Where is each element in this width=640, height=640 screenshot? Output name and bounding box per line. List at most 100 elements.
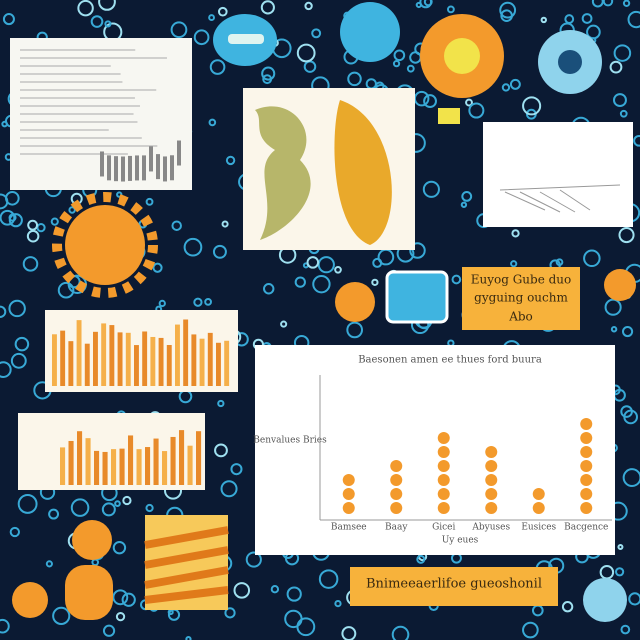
pattern-dot	[618, 226, 635, 244]
pattern-dot	[465, 98, 473, 107]
pattern-dot	[461, 190, 473, 202]
mini-bar	[149, 146, 153, 172]
image-bar	[142, 331, 148, 386]
gear-teeth	[52, 192, 158, 298]
pattern-dot	[220, 480, 238, 498]
pattern-dot	[221, 220, 229, 228]
dot	[580, 474, 593, 486]
dot	[342, 488, 355, 500]
pattern-dot	[540, 16, 548, 24]
dot	[485, 446, 498, 458]
pattern-dot	[317, 256, 335, 274]
dot	[580, 432, 593, 444]
pattern-dot	[564, 14, 575, 24]
pattern-dot	[8, 299, 26, 318]
gear	[65, 205, 145, 285]
pattern-dot	[214, 443, 228, 458]
orange-dot	[335, 282, 375, 322]
dot	[532, 502, 545, 514]
mini-bar	[177, 140, 181, 166]
dot	[437, 488, 450, 500]
pattern-dot	[50, 217, 59, 226]
pattern-dot	[209, 59, 226, 75]
image-bar	[111, 449, 117, 485]
x-tick-label: Abyuses	[471, 523, 510, 533]
dot	[580, 446, 593, 458]
dot	[580, 418, 593, 430]
mini-bar	[121, 156, 125, 182]
stripes	[144, 526, 229, 604]
pattern-dot	[122, 495, 132, 506]
dot	[580, 460, 593, 472]
pattern-dot	[0, 209, 16, 226]
pattern-dot	[152, 262, 163, 273]
image-bar	[175, 324, 180, 386]
banner-text: Bnimeeaerlifoe gueoshonil	[366, 577, 542, 592]
x-tick-label: Gicei	[432, 523, 455, 533]
dot	[485, 488, 498, 500]
pattern-dot	[604, 298, 622, 316]
pattern-dot	[27, 219, 39, 231]
pattern-dot	[102, 624, 116, 637]
pattern-dot	[158, 299, 166, 308]
dot	[390, 460, 403, 472]
x-tick-label: Eusices	[521, 523, 556, 533]
pattern-dot	[112, 589, 129, 606]
pattern-dot	[45, 560, 53, 568]
pattern-dot	[230, 463, 243, 476]
image-bar	[84, 343, 90, 386]
dot	[485, 474, 498, 486]
image-bar	[101, 323, 107, 386]
pattern-dot	[312, 274, 331, 294]
image-bar	[150, 336, 156, 386]
image-bar	[162, 451, 168, 485]
pattern-dot	[318, 569, 339, 589]
mini-bar	[114, 156, 118, 182]
blob	[340, 2, 400, 62]
pattern-dot	[622, 0, 631, 7]
pattern-dot	[262, 74, 273, 85]
dot	[390, 502, 403, 514]
image-bar	[93, 331, 98, 386]
pattern-dot	[610, 325, 618, 333]
mini-bar	[100, 151, 104, 177]
device-icon	[385, 270, 449, 324]
pattern-dot	[10, 352, 27, 369]
label-line: gyguing ouchm	[474, 291, 568, 305]
pattern-dot	[57, 281, 75, 299]
pattern-dot	[619, 109, 628, 118]
pattern-dot	[306, 256, 320, 269]
pattern-dot	[591, 0, 604, 8]
pattern-dot	[334, 265, 342, 274]
image-bar	[77, 431, 83, 485]
pattern-dot	[48, 508, 60, 520]
pattern-dot	[451, 274, 462, 285]
pattern-dot	[341, 626, 357, 640]
plant-drawing	[334, 100, 392, 245]
pattern-dot	[224, 607, 236, 619]
orange-dot	[72, 520, 112, 560]
image-bar	[179, 430, 185, 485]
pattern-dot	[70, 498, 90, 517]
pattern-dot	[615, 567, 625, 577]
pattern-dot	[334, 599, 342, 608]
image-bar	[102, 451, 108, 485]
dot	[437, 460, 450, 472]
dot	[437, 446, 450, 458]
dot	[342, 474, 355, 486]
pattern-dot	[633, 134, 640, 147]
small-chart-panel	[483, 122, 633, 227]
pattern-dot	[217, 6, 228, 17]
dot-stack	[390, 460, 403, 514]
dot-stack	[437, 432, 450, 514]
pattern-dot	[561, 601, 574, 613]
image-bar	[207, 332, 213, 386]
dot	[342, 502, 355, 514]
pattern-dot	[296, 617, 316, 637]
blob	[583, 578, 627, 622]
image-bar	[109, 325, 115, 386]
pattern-dot	[145, 503, 154, 513]
bar-image	[52, 319, 230, 386]
pattern-dot	[347, 71, 362, 87]
